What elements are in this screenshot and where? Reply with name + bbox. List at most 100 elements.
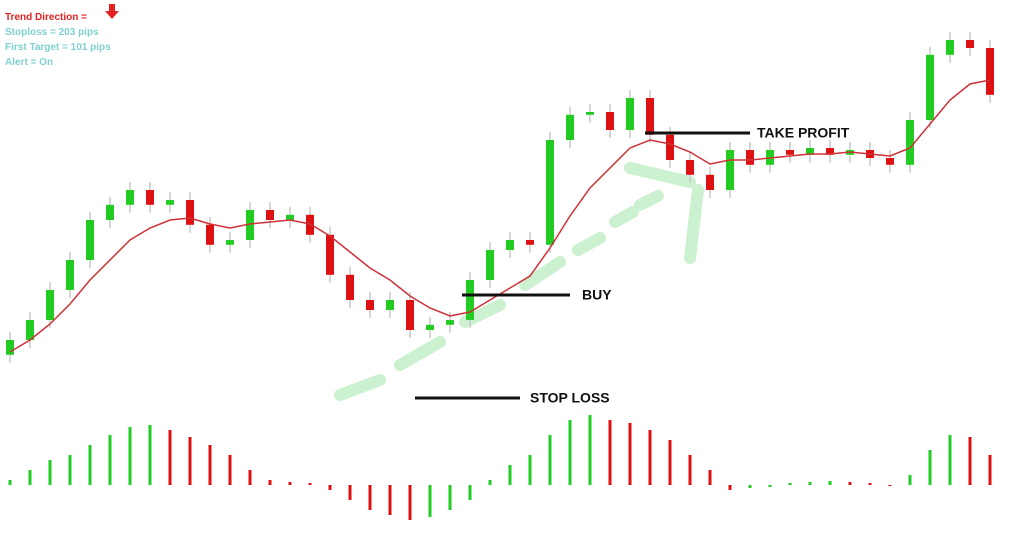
histogram-bar	[688, 455, 692, 485]
histogram-bar	[488, 480, 492, 485]
candle-body	[606, 112, 614, 130]
candle-body	[46, 290, 54, 320]
candle-body	[66, 260, 74, 290]
candle-body	[886, 158, 894, 165]
histogram-bar	[948, 435, 952, 485]
stoploss-info: Stoploss = 203 pips	[5, 27, 99, 38]
histogram-bar	[288, 482, 292, 485]
histogram-bar	[708, 470, 712, 485]
histogram-bar	[608, 420, 612, 485]
candle-body	[206, 224, 214, 245]
histogram-bar	[308, 483, 312, 485]
histogram-bar	[888, 485, 892, 486]
histogram-bar	[448, 485, 452, 510]
histogram-bar	[988, 455, 992, 485]
candle-body	[406, 300, 414, 330]
histogram-bar	[248, 470, 252, 485]
trend-guide	[334, 162, 704, 401]
candle-body	[746, 150, 754, 165]
candle-body	[486, 250, 494, 280]
candle-body	[86, 220, 94, 260]
histogram-bar	[568, 420, 572, 485]
candle-body	[506, 240, 514, 250]
trend-direction: Trend Direction =	[5, 12, 87, 23]
candle-body	[706, 174, 714, 190]
histogram-bar	[228, 455, 232, 485]
candle-body	[286, 214, 294, 220]
candle-body	[266, 210, 274, 220]
histogram-bar	[728, 485, 732, 490]
histogram-bar	[368, 485, 372, 510]
histogram-bar	[908, 475, 912, 485]
histogram-bar	[348, 485, 352, 500]
candle-body	[26, 320, 34, 340]
stop-loss-label: STOP LOSS	[530, 390, 610, 406]
histogram-bar	[828, 481, 832, 485]
histogram-bar	[148, 425, 152, 485]
histogram-bar	[968, 437, 972, 485]
histogram-bar	[508, 465, 512, 485]
histogram-bar	[588, 415, 592, 485]
candle-body	[366, 300, 374, 310]
candle-body	[226, 240, 234, 245]
candle-body	[6, 340, 14, 355]
candle-body	[446, 320, 454, 325]
candle-body	[126, 190, 134, 205]
candle-body	[986, 48, 994, 95]
candle-body	[666, 134, 674, 160]
histogram-bar	[168, 430, 172, 485]
histogram-bar	[428, 485, 432, 517]
candle-body	[626, 98, 634, 130]
candle-body	[726, 150, 734, 190]
histogram-bar	[808, 482, 812, 485]
histogram-bar	[188, 437, 192, 485]
candle-body	[586, 112, 594, 115]
candle-body	[186, 200, 194, 225]
histogram-bar	[668, 440, 672, 485]
candle-body	[926, 54, 934, 120]
candle-body	[686, 160, 694, 175]
histogram-bar	[468, 485, 472, 500]
histogram-bar	[768, 485, 772, 487]
histogram-bar	[748, 485, 752, 488]
take-profit-label: TAKE PROFIT	[757, 125, 850, 141]
candle-body	[786, 150, 794, 155]
histogram-bar	[648, 430, 652, 485]
candle-body	[826, 148, 834, 155]
alert-info: Alert = On	[5, 57, 53, 68]
candle-body	[246, 210, 254, 240]
candle-body	[346, 274, 354, 300]
histogram-bar	[108, 435, 112, 485]
histogram-bar	[408, 485, 412, 520]
candle-body	[426, 324, 434, 330]
candle-body	[646, 98, 654, 135]
candle-body	[466, 280, 474, 320]
dashed-trendline	[334, 162, 704, 401]
histogram-bar	[868, 483, 872, 485]
histogram-bar	[88, 445, 92, 485]
candle-body	[946, 40, 954, 55]
candle-body	[566, 114, 574, 140]
histogram-bar	[28, 470, 32, 485]
histogram-bar	[928, 450, 932, 485]
histogram-bar	[788, 483, 792, 485]
histogram-bar	[628, 423, 632, 485]
candle-body	[106, 204, 114, 220]
candle-body	[546, 140, 554, 245]
candle-body	[166, 200, 174, 205]
candle-body	[966, 40, 974, 48]
histogram-bar	[128, 427, 132, 485]
histogram-bar	[268, 480, 272, 485]
candle-body	[806, 148, 814, 155]
candle-body	[146, 190, 154, 205]
candle-body	[386, 300, 394, 310]
candle-body	[526, 240, 534, 245]
down-arrow	[105, 4, 119, 19]
histogram-bar	[848, 482, 852, 485]
histogram-bar	[548, 435, 552, 485]
histogram-bar	[528, 455, 532, 485]
marks	[6, 32, 994, 520]
target-info: First Target = 101 pips	[5, 42, 111, 53]
histogram-bar	[68, 455, 72, 485]
